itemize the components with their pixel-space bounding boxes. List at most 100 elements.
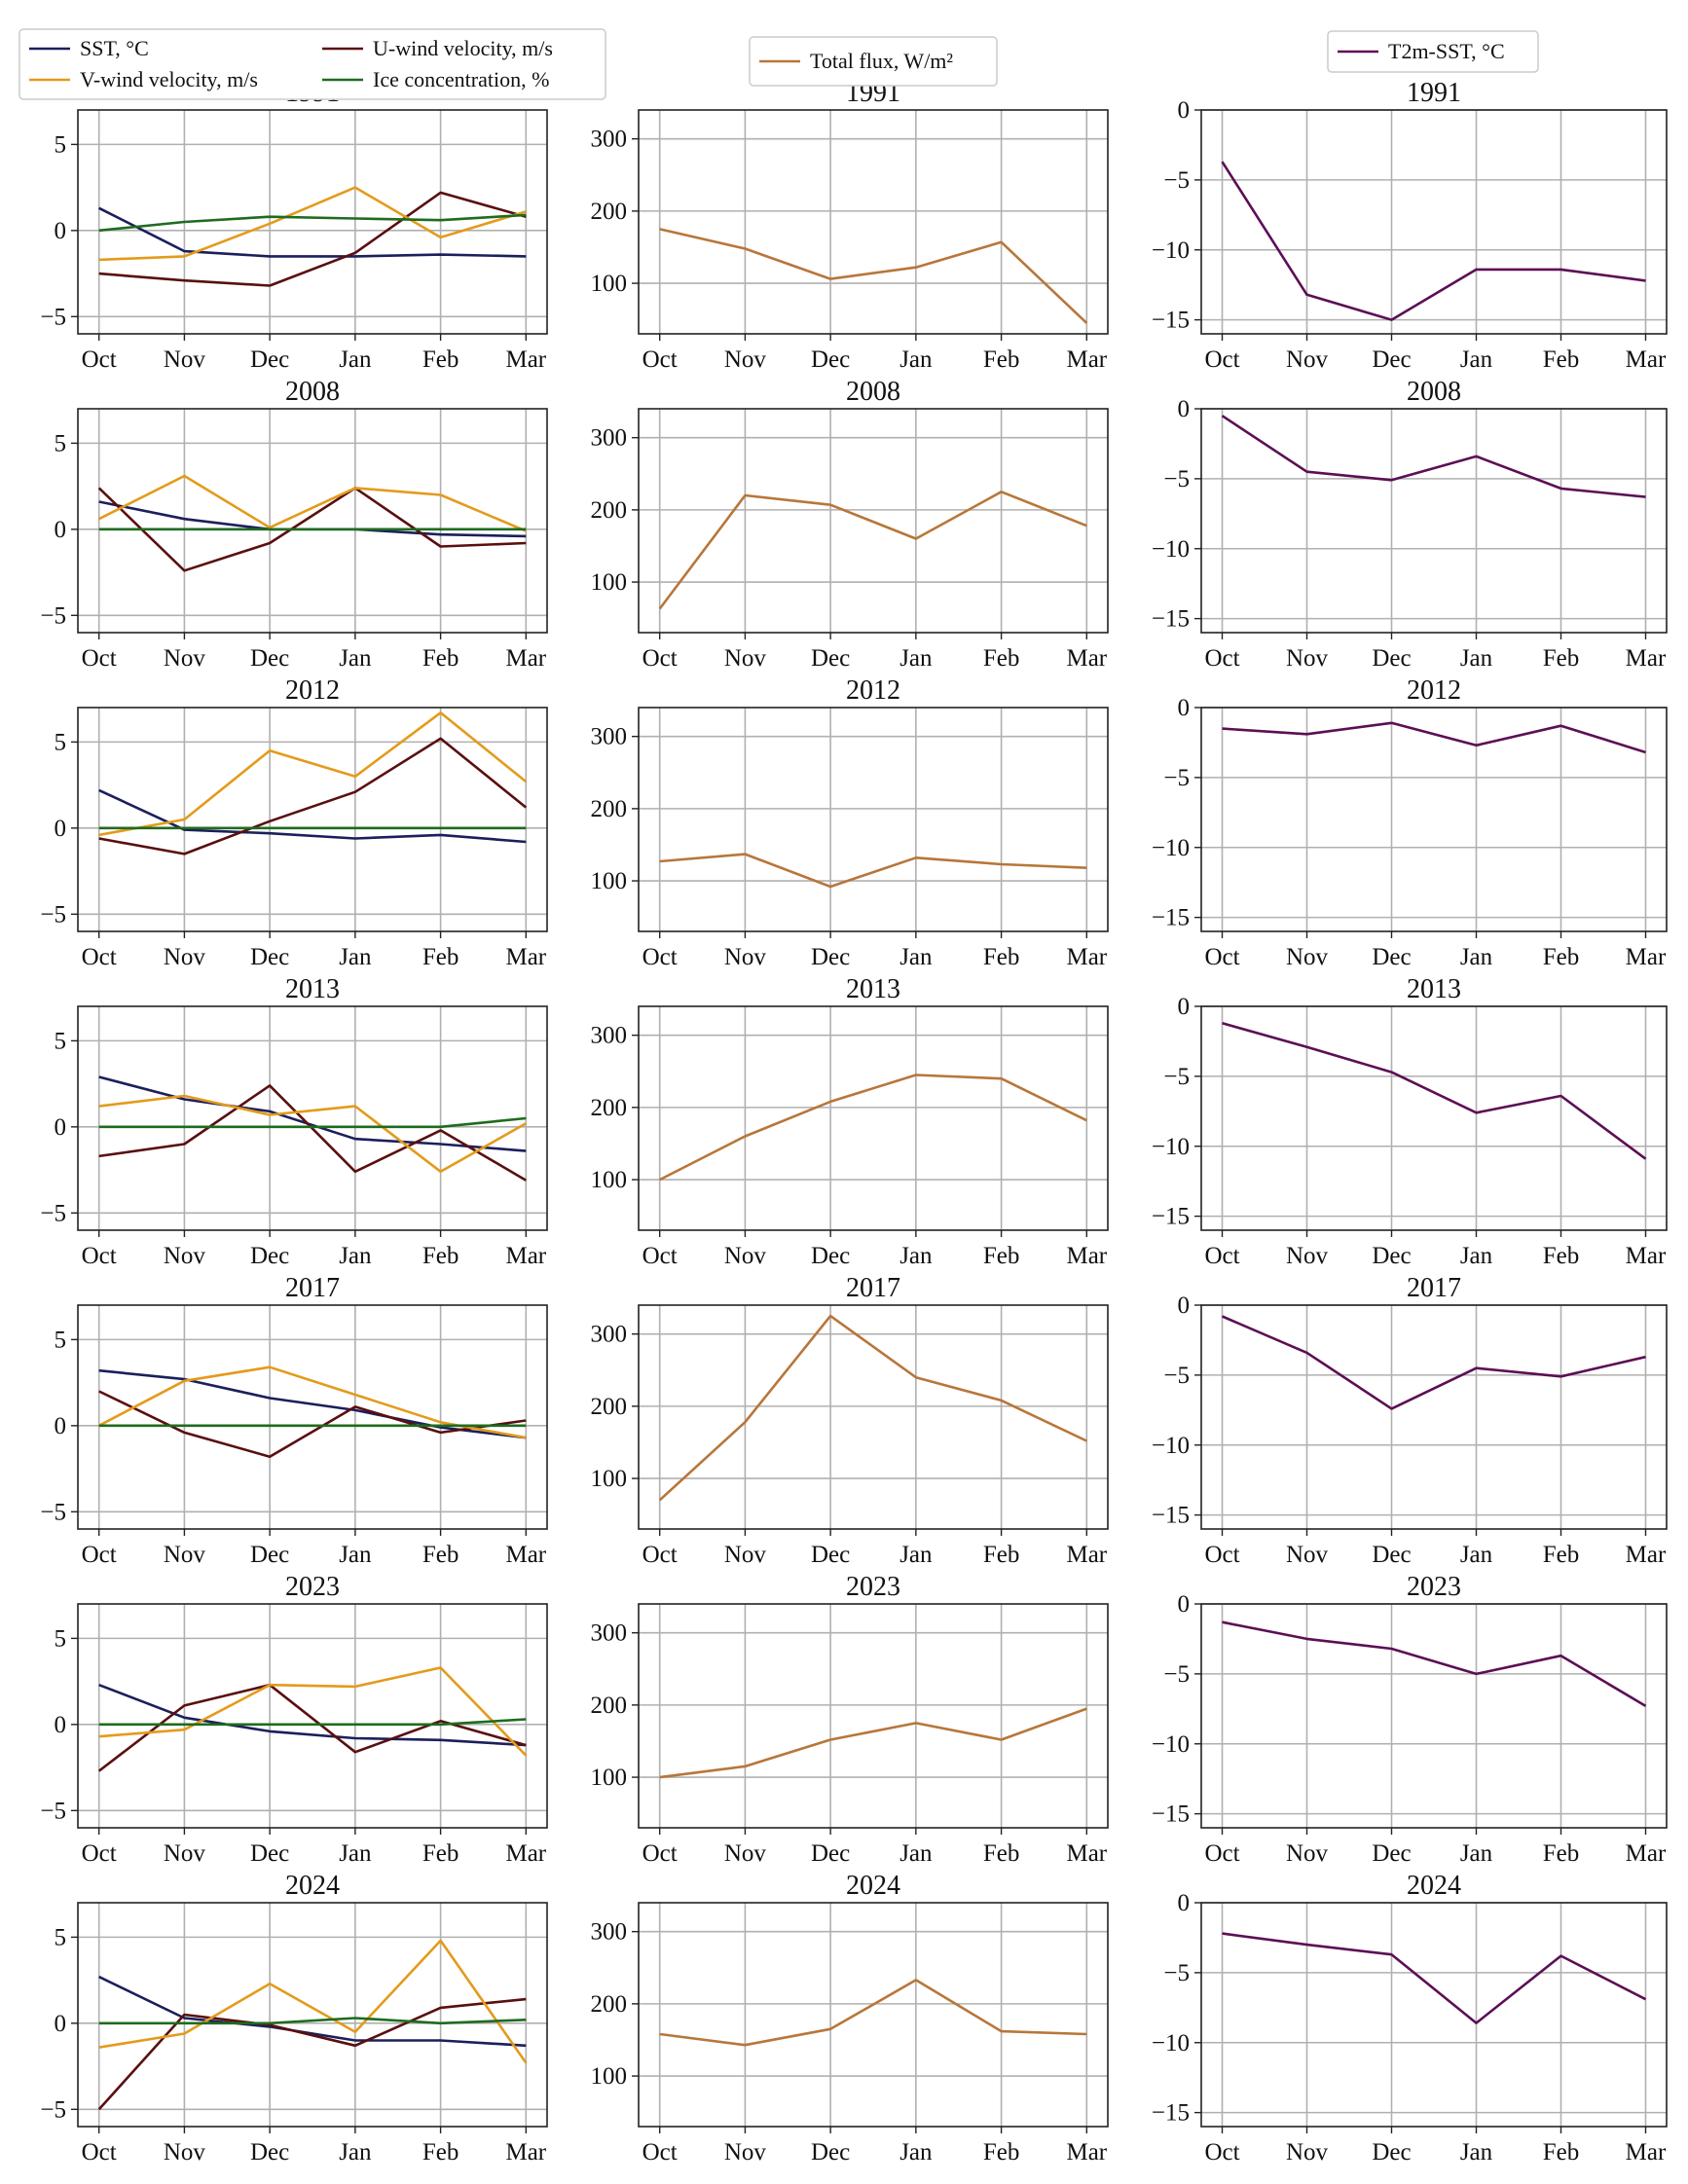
- x-tick-label-dec: Dec: [811, 1840, 850, 1867]
- x-tick-label-feb: Feb: [422, 1542, 459, 1568]
- y-tick-label: 100: [591, 1167, 628, 1193]
- x-tick-label-nov: Nov: [164, 2139, 206, 2166]
- axes-frame: [638, 109, 1109, 335]
- x-tick-label-feb: Feb: [1543, 1243, 1580, 1269]
- y-tick-label: 100: [591, 868, 628, 894]
- legend-label-sst: SST, °C: [80, 36, 149, 60]
- legend-label-t2m: T2m-SST, °C: [1388, 39, 1505, 63]
- panel-title: 2013: [285, 974, 340, 1004]
- x-tick-label-oct: Oct: [82, 1542, 117, 1568]
- axes-frame: [638, 408, 1109, 634]
- x-tick-label-oct: Oct: [1204, 1840, 1239, 1867]
- y-tick-label: 5: [55, 1625, 67, 1652]
- y-tick-label: −15: [1152, 606, 1190, 633]
- x-tick-label-feb: Feb: [983, 944, 1020, 970]
- x-tick-label-mar: Mar: [1626, 346, 1667, 373]
- series-line-t2m: [1221, 415, 1646, 498]
- axes-frame: [77, 109, 548, 335]
- y-tick-label: 100: [591, 271, 628, 297]
- panel-right-2012: Oct Nov Dec Jan Feb Mar −15 −10 −5 0 2012: [1152, 675, 1668, 970]
- x-tick-label-oct: Oct: [642, 346, 678, 373]
- axes-frame: [638, 1902, 1109, 2128]
- series-line-vwind: [98, 474, 527, 532]
- x-tick-label-feb: Feb: [422, 645, 459, 672]
- x-tick-label-dec: Dec: [1372, 1542, 1411, 1568]
- x-tick-label-dec: Dec: [1372, 1840, 1411, 1867]
- series-line-ice: [98, 1718, 527, 1727]
- x-tick-label-jan: Jan: [339, 1840, 372, 1867]
- panel-title: 2008: [285, 377, 340, 407]
- axes-frame: [638, 707, 1109, 932]
- x-tick-label-mar: Mar: [1066, 2139, 1107, 2166]
- y-tick-label: −5: [1163, 1064, 1190, 1090]
- x-tick-label-oct: Oct: [1204, 944, 1239, 970]
- y-tick-label: −15: [1152, 905, 1190, 931]
- y-tick-label: −5: [1163, 1363, 1190, 1389]
- x-tick-label-dec: Dec: [811, 645, 850, 672]
- panel-mid-2023: Oct Nov Dec Jan Feb Mar 100 200 300 2023: [591, 1572, 1109, 1867]
- panel-title: 2023: [1407, 1572, 1461, 1602]
- series-line-ice: [98, 2017, 527, 2025]
- y-tick-label: 300: [591, 1322, 628, 1348]
- x-tick-label-oct: Oct: [82, 1840, 117, 1867]
- panel-left-2013: Oct Nov Dec Jan Feb Mar −5 0 5 2013: [40, 974, 548, 1269]
- x-tick-label-oct: Oct: [82, 346, 117, 373]
- y-tick-label: 5: [55, 1924, 67, 1950]
- x-tick-label-feb: Feb: [1543, 645, 1580, 672]
- x-tick-label-dec: Dec: [250, 1840, 289, 1867]
- x-tick-label-mar: Mar: [505, 645, 546, 672]
- panel-title: 2023: [285, 1572, 340, 1602]
- x-tick-label-mar: Mar: [1626, 944, 1667, 970]
- y-tick-label: 300: [591, 1620, 628, 1647]
- series-line-flux: [659, 1707, 1087, 1779]
- y-tick-label: −5: [1163, 1661, 1190, 1688]
- x-tick-label-mar: Mar: [1066, 1542, 1107, 1568]
- x-tick-label-mar: Mar: [505, 1243, 546, 1269]
- panel-mid-2013: Oct Nov Dec Jan Feb Mar 100 200 300 2013: [591, 974, 1109, 1269]
- y-tick-label: 0: [55, 1413, 67, 1439]
- y-tick-label: 300: [591, 425, 628, 452]
- legend-left: SST, °C U-wind velocity, m/s V-wind veloci…: [18, 28, 606, 100]
- x-tick-label-feb: Feb: [983, 1840, 1020, 1867]
- legend-frame: [749, 36, 998, 87]
- y-tick-label: −10: [1152, 237, 1190, 264]
- series-line-flux: [659, 1979, 1087, 2047]
- y-tick-label: 0: [1178, 695, 1191, 721]
- panel-title: 2024: [1407, 1871, 1461, 1901]
- series-line-vwind: [98, 1939, 528, 2064]
- series-line-flux: [658, 1314, 1087, 1502]
- axes-frame: [1200, 1304, 1668, 1530]
- series-line-t2m: [1221, 161, 1646, 321]
- x-tick-label-nov: Nov: [164, 944, 206, 970]
- series-line-t2m: [1222, 721, 1646, 754]
- x-tick-label-mar: Mar: [1066, 944, 1107, 970]
- x-tick-label-dec: Dec: [250, 2139, 289, 2166]
- panel-left-2024: Oct Nov Dec Jan Feb Mar −5 0 5 2024: [40, 1871, 548, 2166]
- x-tick-label-feb: Feb: [1543, 944, 1580, 970]
- x-tick-label-jan: Jan: [339, 1542, 372, 1568]
- panel-title: 2024: [285, 1871, 340, 1901]
- x-tick-label-jan: Jan: [339, 645, 372, 672]
- axes-frame: [638, 1304, 1109, 1530]
- y-tick-label: 200: [591, 497, 628, 524]
- x-tick-label-jan: Jan: [899, 944, 933, 970]
- series-line-sst: [98, 206, 527, 258]
- y-tick-label: −15: [1152, 1802, 1190, 1828]
- series-line-uwind: [98, 191, 527, 287]
- y-tick-label: −15: [1152, 2100, 1190, 2127]
- series-line-ice: [98, 1116, 527, 1129]
- x-tick-label-dec: Dec: [250, 346, 289, 373]
- panel-title: 2008: [846, 377, 900, 407]
- x-tick-label-feb: Feb: [422, 2139, 459, 2166]
- x-tick-label-nov: Nov: [1286, 1542, 1329, 1568]
- x-tick-label-jan: Jan: [339, 2139, 372, 2166]
- x-tick-label-mar: Mar: [505, 2139, 546, 2166]
- x-tick-label-dec: Dec: [1372, 944, 1411, 970]
- y-tick-label: 0: [1178, 994, 1191, 1020]
- x-tick-label-jan: Jan: [899, 645, 933, 672]
- y-tick-label: 300: [591, 1023, 628, 1049]
- y-tick-label: −5: [1163, 1960, 1190, 1986]
- x-tick-label-mar: Mar: [1626, 1840, 1667, 1867]
- x-tick-label-feb: Feb: [1543, 2139, 1580, 2166]
